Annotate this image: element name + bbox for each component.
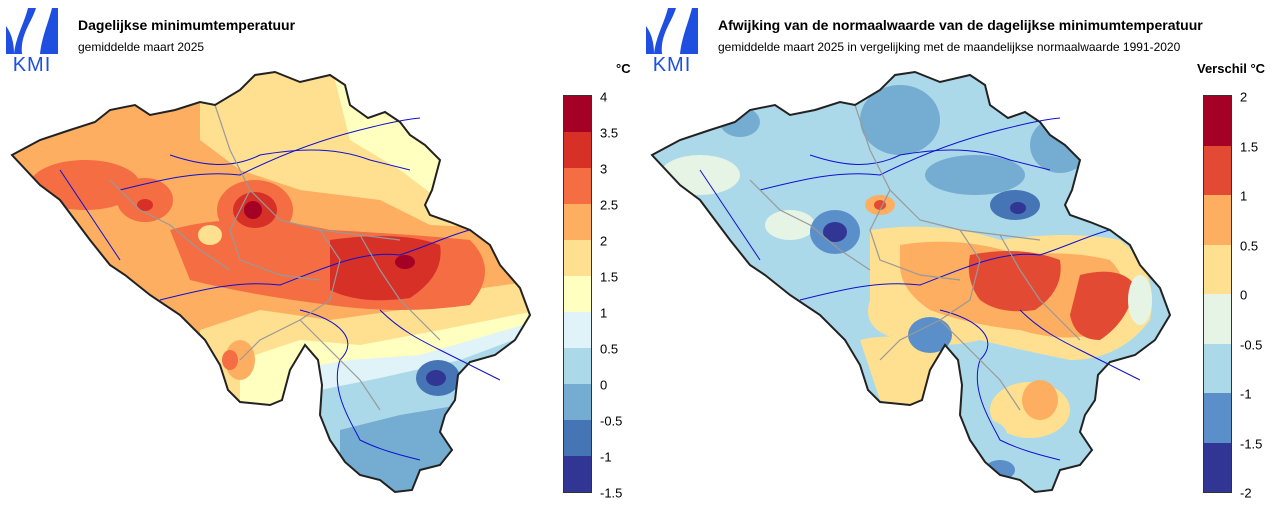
scale-tick-label: 1 xyxy=(1240,188,1248,204)
panel-min-temperature-anomaly: KMI Afwijking van de normaalwaarde van d… xyxy=(640,0,1280,507)
map-subtitle: gemiddelde maart 2025 xyxy=(78,40,205,54)
scale-tick-label: -1.5 xyxy=(600,485,623,501)
color-scale-step xyxy=(1204,294,1231,344)
scale-tick-label: 2.5 xyxy=(600,197,619,213)
kmi-logo-mark xyxy=(6,6,58,56)
scale-tick-label: 0.5 xyxy=(600,341,619,357)
color-scale-step xyxy=(564,348,591,384)
color-scale-step xyxy=(1204,96,1231,146)
color-scale-step xyxy=(1204,145,1231,195)
scale-tick-label: 4 xyxy=(600,89,608,105)
scale-tick-label: 2 xyxy=(1240,89,1248,105)
scale-tick-label: 1.5 xyxy=(1240,139,1259,154)
scale-tick-label: 3.5 xyxy=(600,125,619,141)
color-scale-bar xyxy=(1203,95,1232,493)
color-scale-step xyxy=(564,96,591,132)
scale-tick-label: -0.5 xyxy=(1240,337,1263,352)
color-scale-step xyxy=(564,384,591,420)
belgium-temperature-map xyxy=(10,70,532,494)
color-scale-step xyxy=(1204,393,1231,443)
kmi-logo: KMI xyxy=(646,6,698,76)
color-scale-step xyxy=(1204,195,1231,245)
scale-tick-label: 0 xyxy=(600,377,608,393)
map-title: Afwijking van de normaalwaarde van de da… xyxy=(718,17,1203,33)
scale-tick-label: 2 xyxy=(600,233,608,249)
color-scale-step xyxy=(564,312,591,348)
kmi-logo: KMI xyxy=(6,6,58,76)
map-title: Dagelijkse minimumtemperatuur xyxy=(78,17,296,33)
color-scale-ticks: 4 3.5 3 2.5 2 1.5 1 0.5 0 -0.5 -1 -1.5 xyxy=(600,90,640,501)
color-scale-step xyxy=(564,240,591,276)
scale-tick-label: -0.5 xyxy=(600,413,623,429)
color-scale-step xyxy=(564,132,591,168)
scale-tick-label: 1.5 xyxy=(600,269,619,285)
panel-min-temperature: KMI Dagelijkse minimumtemperatuur gemidd… xyxy=(6,6,640,501)
legend-unit: °C xyxy=(616,61,631,76)
color-scale-bar xyxy=(563,95,592,493)
map-subtitle: gemiddelde maart 2025 in vergelijking me… xyxy=(718,40,1181,54)
scale-tick-label: 3 xyxy=(600,161,608,177)
scale-tick-label: 1 xyxy=(600,305,608,321)
scale-tick-label: -1.5 xyxy=(1240,436,1263,451)
belgium-anomaly-map xyxy=(650,70,1172,494)
color-scale-step xyxy=(564,276,591,312)
color-scale-ticks: 2 1.5 1 0.5 0 -0.5 -1 -1.5 -2 xyxy=(1240,90,1280,501)
scale-tick-label: 0.5 xyxy=(1240,238,1259,253)
scale-tick-label: -1 xyxy=(600,449,612,465)
scale-tick-label: 0 xyxy=(1240,287,1248,303)
color-scale-step xyxy=(564,420,591,456)
scale-tick-label: -2 xyxy=(1240,485,1252,501)
color-scale-step xyxy=(1204,244,1231,294)
scale-tick-label: -1 xyxy=(1240,386,1252,402)
color-scale-step xyxy=(564,204,591,240)
kmi-logo-mark xyxy=(646,6,698,56)
color-scale-step xyxy=(564,168,591,204)
color-scale-step xyxy=(1204,343,1231,393)
kmi-logo-text: KMI xyxy=(12,54,52,76)
legend-unit: Verschil °C xyxy=(1197,61,1266,76)
color-scale-step xyxy=(564,456,591,492)
kmi-logo-text: KMI xyxy=(652,54,692,76)
color-scale-step xyxy=(1204,442,1231,492)
